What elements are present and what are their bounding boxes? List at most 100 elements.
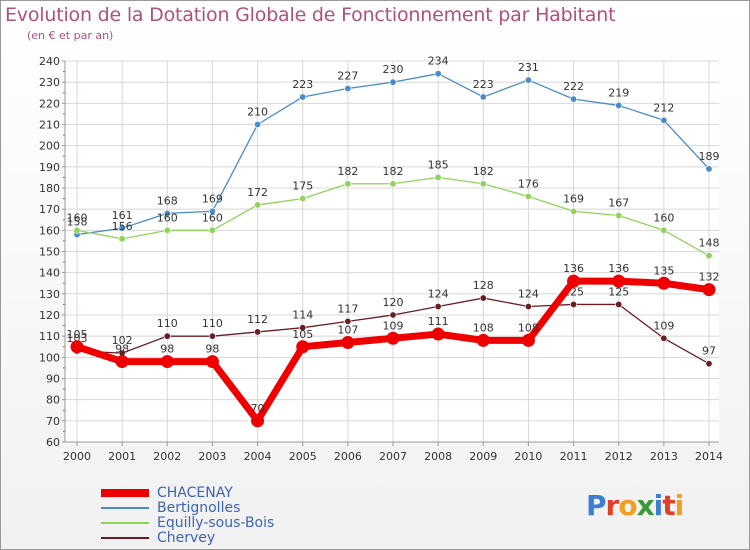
data-point-chacenay bbox=[205, 355, 219, 369]
legend-item-chacenay: CHACENAY bbox=[101, 485, 274, 500]
logo-letter: o bbox=[618, 489, 637, 522]
data-label-equilly-sous-bois: 182 bbox=[473, 165, 494, 178]
data-point-chervey bbox=[570, 300, 578, 308]
data-label-bertignolles: 223 bbox=[292, 78, 313, 91]
chart-subtitle: (en € et par an) bbox=[27, 29, 114, 42]
data-label-chervey: 109 bbox=[653, 319, 674, 332]
data-point-chervey bbox=[208, 332, 216, 340]
data-point-chacenay bbox=[386, 331, 400, 345]
data-label-bertignolles: 231 bbox=[518, 61, 539, 74]
data-point-equilly-sous-bois bbox=[254, 201, 262, 209]
data-point-bertignolles bbox=[570, 95, 578, 103]
data-label-chacenay: 136 bbox=[608, 262, 629, 275]
legend-item-equilly: Equilly-sous-Bois bbox=[101, 515, 274, 530]
data-label-chervey: 110 bbox=[202, 317, 223, 330]
x-tick-label: 2005 bbox=[289, 450, 317, 463]
data-point-bertignolles bbox=[615, 101, 623, 109]
data-label-equilly-sous-bois: 176 bbox=[518, 177, 539, 190]
data-label-bertignolles: 210 bbox=[247, 106, 268, 119]
data-point-chacenay bbox=[657, 276, 671, 290]
data-label-chacenay: 108 bbox=[473, 321, 494, 334]
data-label-equilly-sous-bois: 160 bbox=[157, 211, 178, 224]
data-label-bertignolles: 227 bbox=[337, 70, 358, 83]
data-point-chacenay bbox=[251, 414, 265, 428]
data-label-equilly-sous-bois: 156 bbox=[112, 220, 133, 233]
data-point-bertignolles bbox=[524, 76, 532, 84]
data-label-bertignolles: 222 bbox=[563, 80, 584, 93]
data-point-equilly-sous-bois bbox=[434, 173, 442, 181]
logo-letter: x bbox=[636, 489, 655, 522]
data-point-chervey bbox=[434, 303, 442, 311]
x-tick-label: 2013 bbox=[650, 450, 678, 463]
data-label-equilly-sous-bois: 169 bbox=[563, 192, 584, 205]
data-label-bertignolles: 223 bbox=[473, 78, 494, 91]
data-label-equilly-sous-bois: 160 bbox=[653, 211, 674, 224]
y-tick-label: 70 bbox=[46, 415, 60, 428]
chart-title: Evolution de la Dotation Globale de Fonc… bbox=[5, 4, 616, 26]
data-point-chacenay bbox=[431, 327, 445, 341]
data-point-bertignolles bbox=[208, 207, 216, 215]
x-tick-label: 2007 bbox=[379, 450, 407, 463]
data-label-equilly-sous-bois: 160 bbox=[202, 211, 223, 224]
data-label-equilly-sous-bois: 175 bbox=[292, 180, 313, 193]
data-point-chacenay bbox=[702, 283, 716, 297]
data-label-bertignolles: 158 bbox=[67, 216, 88, 229]
data-point-bertignolles bbox=[344, 85, 352, 93]
legend-swatch-chacenay bbox=[101, 488, 149, 497]
y-tick-label: 80 bbox=[46, 394, 60, 407]
x-tick-label: 2012 bbox=[605, 450, 633, 463]
x-tick-label: 2010 bbox=[514, 450, 542, 463]
data-point-equilly-sous-bois bbox=[163, 226, 171, 234]
y-tick-label: 220 bbox=[39, 97, 60, 110]
data-label-chervey: 112 bbox=[247, 313, 268, 326]
data-point-equilly-sous-bois bbox=[299, 195, 307, 203]
y-tick-label: 210 bbox=[39, 119, 60, 132]
data-point-chacenay bbox=[521, 333, 535, 347]
data-point-equilly-sous-bois bbox=[705, 252, 713, 260]
y-tick-label: 90 bbox=[46, 373, 60, 386]
y-tick-label: 230 bbox=[39, 76, 60, 89]
x-tick-label: 2008 bbox=[424, 450, 452, 463]
data-point-equilly-sous-bois bbox=[479, 180, 487, 188]
data-point-chacenay bbox=[476, 333, 490, 347]
data-point-bertignolles bbox=[660, 116, 668, 124]
data-point-chacenay bbox=[612, 274, 626, 288]
data-point-equilly-sous-bois bbox=[524, 192, 532, 200]
y-tick-label: 150 bbox=[39, 246, 60, 259]
data-point-chacenay bbox=[70, 340, 84, 354]
data-label-equilly-sous-bois: 182 bbox=[383, 165, 404, 178]
data-point-bertignolles bbox=[118, 224, 126, 232]
data-point-equilly-sous-bois bbox=[389, 180, 397, 188]
data-point-chervey bbox=[299, 324, 307, 332]
data-label-bertignolles: 212 bbox=[653, 101, 674, 114]
data-label-chervey: 120 bbox=[383, 296, 404, 309]
data-point-equilly-sous-bois bbox=[570, 207, 578, 215]
y-tick-label: 120 bbox=[39, 309, 60, 322]
logo-letter: t bbox=[662, 489, 675, 522]
logo-letter: r bbox=[605, 489, 620, 522]
data-label-equilly-sous-bois: 160 bbox=[67, 211, 88, 224]
data-label-chacenay: 108 bbox=[518, 321, 539, 334]
legend-label-bertignolles: Bertignolles bbox=[157, 499, 241, 516]
legend-label-equilly: Equilly-sous-Bois bbox=[157, 514, 275, 531]
data-point-chervey bbox=[660, 334, 668, 342]
x-tick-label: 2002 bbox=[153, 450, 181, 463]
data-label-chervey: 124 bbox=[428, 288, 449, 301]
y-tick-label: 190 bbox=[39, 161, 60, 174]
proxiti-logo: Proxiti bbox=[586, 489, 684, 522]
data-label-chervey: 114 bbox=[292, 309, 313, 322]
y-tick-label: 100 bbox=[39, 351, 60, 364]
data-point-chervey bbox=[344, 317, 352, 325]
data-point-chacenay bbox=[160, 355, 174, 369]
logo-letter: P bbox=[586, 489, 607, 522]
data-label-chervey: 125 bbox=[608, 285, 629, 298]
data-label-chacenay: 109 bbox=[383, 319, 404, 332]
data-label-bertignolles: 189 bbox=[699, 150, 720, 163]
data-label-equilly-sous-bois: 182 bbox=[337, 165, 358, 178]
legend-swatch-bertignolles bbox=[101, 506, 149, 509]
x-tick-label: 2009 bbox=[469, 450, 497, 463]
data-label-chacenay: 98 bbox=[115, 343, 129, 356]
logo-letter: i bbox=[653, 489, 664, 522]
